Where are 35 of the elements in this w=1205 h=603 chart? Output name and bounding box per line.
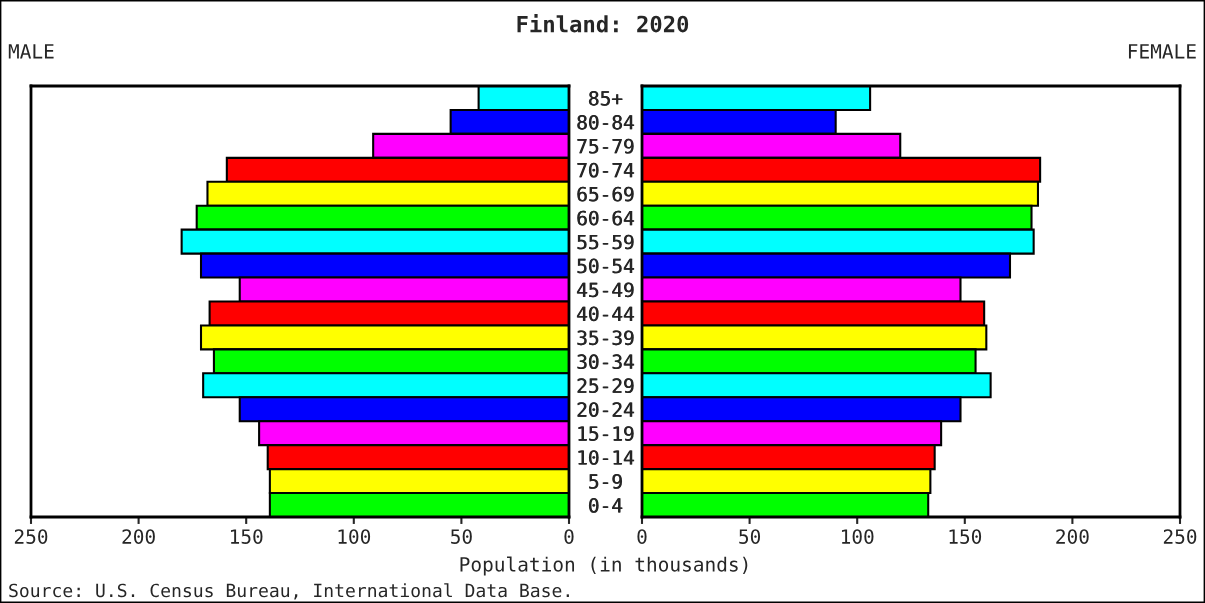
x-tick-label: 0	[637, 529, 647, 544]
x-tick-label: 150	[949, 529, 982, 544]
y-tick-label: 55-59	[577, 234, 634, 250]
y-tick-label: 10-14	[578, 450, 634, 465]
y-tick-label: 50-54	[577, 258, 634, 274]
y-tick-label: 5-9	[588, 474, 622, 489]
x-tick-label: 200	[1056, 529, 1089, 544]
x-tick-label: 50	[451, 529, 472, 544]
x-tick-label: 100	[841, 529, 874, 544]
x-tick-label: 200	[122, 529, 155, 544]
x-tick-label: 250	[14, 529, 48, 544]
x-tick-label: 150	[230, 529, 263, 544]
x-tick-label: 0	[564, 529, 574, 544]
chart-title: Finland: 2020	[517, 14, 689, 33]
y-tick-label: 30-34	[577, 354, 634, 370]
y-tick-label: 25-29	[577, 378, 634, 394]
y-tick-label: 75-79	[577, 138, 634, 154]
source-note: Source: U.S. Census Bureau, International Data Base.	[9, 583, 569, 600]
x-tick-label: 100	[338, 529, 371, 544]
chart-subtitle: FEMALE	[1128, 44, 1196, 59]
x-axis-title: Population (in thousands)	[460, 556, 748, 576]
y-tick-label: 0-4	[588, 498, 622, 513]
x-tick-label: 250	[1163, 529, 1197, 544]
y-tick-label: 70-74	[577, 162, 634, 178]
y-tick-label: 45-49	[576, 282, 634, 298]
y-tick-label: 20-24	[577, 402, 634, 417]
y-tick-label: 40-44	[576, 306, 634, 322]
chart-subtitle: MALE	[8, 44, 54, 59]
y-tick-label: 35-39	[577, 330, 634, 346]
y-tick-label: 60-64	[577, 210, 634, 226]
y-tick-label: 85+	[588, 90, 622, 106]
x-tick-label: 50	[739, 529, 761, 544]
y-tick-label: 65-69	[577, 186, 634, 202]
y-tick-label: 15-19	[578, 426, 634, 441]
y-tick-label: 80-84	[577, 114, 634, 130]
